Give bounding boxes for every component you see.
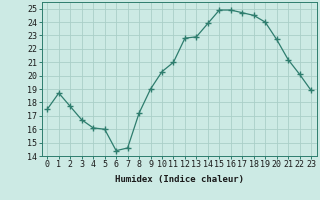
X-axis label: Humidex (Indice chaleur): Humidex (Indice chaleur) — [115, 175, 244, 184]
